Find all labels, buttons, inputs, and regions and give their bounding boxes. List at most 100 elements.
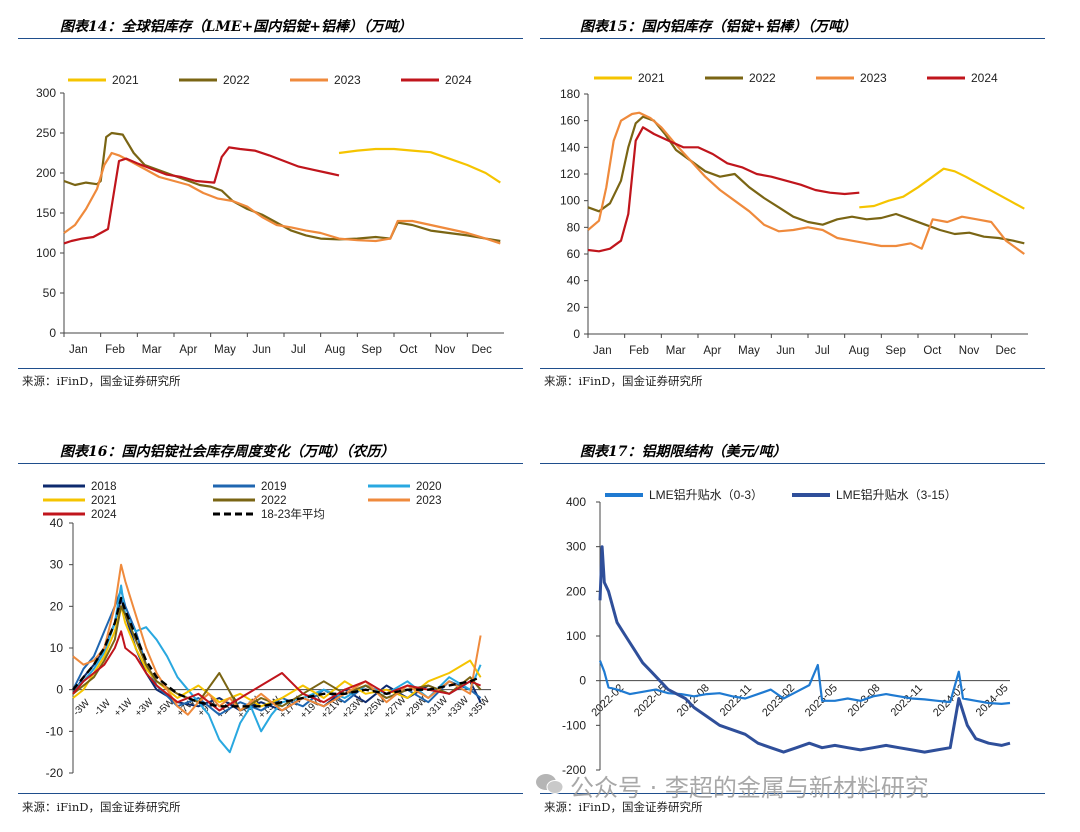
y-tick-label: 100 [36,246,56,260]
x-tick-label: Oct [923,345,942,357]
x-tick-label: Jul [291,344,306,356]
series-line-2022 [587,115,1025,245]
x-tick-label: Dec [995,345,1016,357]
series-line-1 [598,545,1011,754]
chart16-top-rule [18,463,523,464]
chart14-bottom-rule [18,368,523,369]
series-line-2023 [72,563,482,716]
series-line-2024 [587,126,860,253]
series-line-2021 [859,167,1025,210]
y-tick-label: 100 [560,194,580,208]
legend-label-2023: 2023 [334,73,361,87]
y-tick-label: 10 [50,641,64,655]
y-tick-label: -10 [46,724,64,738]
legend-label-2021: 2021 [112,73,139,87]
x-tick-label: Mar [666,345,686,357]
x-tick-label: Jan [69,344,88,356]
y-tick-label: 0 [49,326,56,340]
x-tick-label: 2023-11 [889,682,925,718]
y-tick-label: 150 [36,206,56,220]
chart17-top-rule [540,463,1045,464]
x-tick-label: 2022-05 [632,682,669,719]
x-tick-label: Apr [703,345,721,357]
y-tick-label: 0 [56,683,63,697]
chart15-title: 图表15：国内铝库存（铝锭+铝棒）（万吨） [580,19,857,35]
y-tick-label: 30 [50,558,64,572]
legend-label-0: LME铝升贴水（0-3） [649,487,763,502]
legend-label-2019: 2019 [261,481,287,493]
series-line-18-23年平均 [72,596,482,708]
x-tick-label: -3W [71,697,92,718]
y-tick-label: 40 [567,274,581,288]
wechat-icon [536,774,564,794]
chart14: 0 50 100 150 200 250 300 Jan Feb Mar Apr May Jun Jul A… [36,73,504,356]
x-tick-label: Nov [435,344,456,356]
chart14-source: 来源：iFinD，国金证券研究所 [22,374,181,388]
legend-label-2024: 2024 [971,71,998,85]
y-tick-label: 200 [566,584,586,598]
series-line-2023 [587,111,1025,255]
x-tick-label: Aug [325,344,345,356]
y-tick-label: -20 [46,766,64,780]
legend-label-2023: 2023 [860,71,887,85]
y-tick-label: -200 [562,763,586,777]
chart17-title: 图表17：铝期限结构（美元/吨） [580,444,787,460]
series-line-2022 [72,605,482,712]
x-tick-label: Feb [629,345,649,357]
chart16-title: 图表16：国内铝锭社会库存周度变化（万吨）（农历） [60,444,395,460]
chart15-source: 来源：iFinD，国金证券研究所 [544,374,703,388]
legend-label-2021: 2021 [91,495,117,507]
x-tick-label: Apr [179,344,197,356]
legend-label-2022: 2022 [261,495,287,507]
x-tick-label: Feb [105,344,125,356]
x-tick-label: Jun [776,345,795,357]
legend-label-2023: 2023 [416,495,442,507]
y-tick-label: 160 [560,114,580,128]
y-tick-label: 400 [566,495,586,509]
x-tick-label: Jun [252,344,271,356]
x-tick-label: +1W [112,696,135,719]
x-tick-label: May [738,345,760,357]
x-tick-label: Jan [593,345,612,357]
y-tick-label: 50 [43,286,57,300]
legend-label-2020: 2020 [416,481,442,493]
y-tick-label: 0 [573,327,580,341]
chart16-source: 来源：iFinD，国金证券研究所 [22,800,181,814]
chart14-title: 图表14：全球铝库存（LME+国内铝锭+铝棒）（万吨） [60,19,412,35]
chart15-bottom-rule [540,368,1045,369]
y-tick-label: 120 [560,167,580,181]
chart16-bottom-rule [18,793,523,794]
y-tick-label: 250 [36,126,56,140]
y-tick-label: 300 [566,540,586,554]
x-tick-label: -1W [92,697,113,718]
x-tick-label: Mar [142,344,162,356]
chart14-top-rule [18,38,523,39]
chart17-bottom-rule [540,793,1045,794]
legend-label-2021: 2021 [638,71,665,85]
legend-label-2024: 2024 [91,509,117,521]
y-tick-label: 0 [579,674,586,688]
x-tick-label: 2022-11 [718,682,754,718]
x-tick-label: Sep [361,344,381,356]
series-line-2024 [63,146,340,245]
x-tick-label: +3W [133,696,156,719]
y-tick-label: 140 [560,140,580,154]
y-tick-label: 100 [566,629,586,643]
x-tick-label: Jul [815,345,830,357]
x-tick-label: Aug [849,345,869,357]
series-line-2021 [338,147,501,184]
x-tick-label: Nov [959,345,980,357]
watermark: 公众号 · 李超的金属与新材料研究 [570,774,929,802]
x-tick-label: 2022-08 [675,682,712,719]
y-tick-label: 200 [36,166,56,180]
chart15: 0 20 40 60 80 100 120 140 160 180 Jan Feb Mar Apr May J… [560,71,1028,357]
x-tick-label: +33W [445,694,472,721]
legend-label-2024: 2024 [445,73,472,87]
legend-label-1: LME铝升贴水（3-15） [836,487,957,502]
series-line-2023 [63,151,501,245]
x-tick-label: Sep [885,345,905,357]
series-line-2024 [72,630,481,712]
series-line-0 [598,660,1011,705]
y-tick-label: 40 [50,516,64,530]
